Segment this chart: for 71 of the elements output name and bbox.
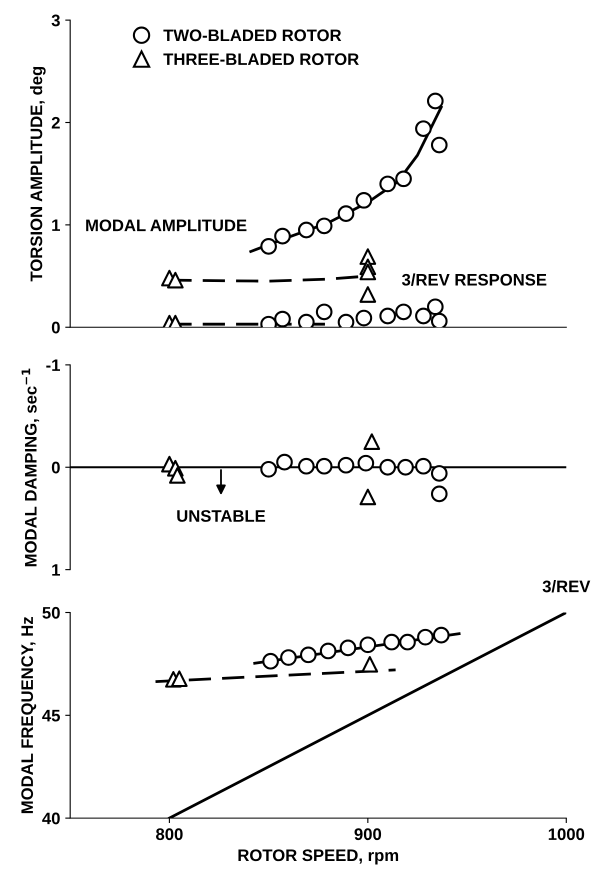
point <box>300 646 317 664</box>
y-axis-title: TORSION AMPLITUDE, deg <box>30 66 46 282</box>
point <box>360 264 376 280</box>
annotation: UNSTABLE <box>177 510 266 522</box>
point <box>360 286 376 303</box>
point <box>276 454 293 470</box>
point <box>169 467 186 484</box>
point <box>430 465 448 482</box>
point <box>379 176 396 192</box>
point <box>316 458 333 475</box>
y-tick-label: 3 <box>52 14 60 26</box>
point <box>361 656 378 673</box>
point <box>338 205 354 222</box>
y-tick-label: 45 <box>42 710 60 722</box>
y-tick-label: 1 <box>52 219 60 231</box>
y-axis-title: MODAL DAMPING, sec$^{−1}$ <box>22 368 40 566</box>
point <box>432 626 450 644</box>
point <box>358 454 374 472</box>
legend-label: TWO-BLADED ROTOR <box>163 29 342 42</box>
point <box>417 628 434 646</box>
point <box>430 486 448 502</box>
legend-label: THREE-BLADED ROTOR <box>163 53 359 66</box>
point <box>383 634 400 650</box>
point <box>415 458 432 475</box>
point <box>360 488 376 506</box>
point <box>170 670 188 688</box>
point <box>298 222 315 238</box>
y-tick-label: -1 <box>46 359 60 371</box>
x-tick-label: 900 <box>354 828 382 840</box>
point <box>338 456 354 474</box>
point <box>397 458 414 476</box>
x-tick-label: 1000 <box>548 828 584 840</box>
point <box>426 92 444 110</box>
y-tick-label: 50 <box>42 606 60 619</box>
point <box>320 642 336 660</box>
point <box>298 458 315 475</box>
y-tick-label: 40 <box>42 812 60 824</box>
x-axis-title: ROTOR SPEED, rpm <box>238 849 398 864</box>
point <box>316 304 333 320</box>
point <box>379 458 396 476</box>
point <box>356 310 372 326</box>
annotation: 3/REV RESPONSE <box>402 273 546 286</box>
y-tick-label: 2 <box>52 116 60 129</box>
point <box>430 136 448 154</box>
point <box>280 649 297 666</box>
point <box>167 272 184 288</box>
y-tick-label: 1 <box>52 564 60 576</box>
point <box>395 304 412 320</box>
point <box>426 298 444 316</box>
point <box>274 310 291 328</box>
point <box>356 192 372 209</box>
point <box>262 652 279 670</box>
point <box>316 218 333 234</box>
point <box>363 433 380 450</box>
y-tick-label: 0 <box>52 322 60 334</box>
y-axis-title: MODAL FREQUENCY, Hz <box>21 616 36 814</box>
point <box>274 228 291 244</box>
point <box>399 634 416 650</box>
x-tick-label: 800 <box>156 828 183 840</box>
point <box>430 312 448 328</box>
point <box>415 308 432 324</box>
point <box>260 238 277 255</box>
point <box>395 170 412 188</box>
text: 3/REV <box>542 580 590 592</box>
point <box>379 308 396 324</box>
point <box>360 636 376 654</box>
annotation: MODAL AMPLITUDE <box>86 219 246 232</box>
point <box>340 640 356 656</box>
point <box>415 120 432 137</box>
point <box>260 460 277 478</box>
y-tick-label: 0 <box>52 462 60 474</box>
